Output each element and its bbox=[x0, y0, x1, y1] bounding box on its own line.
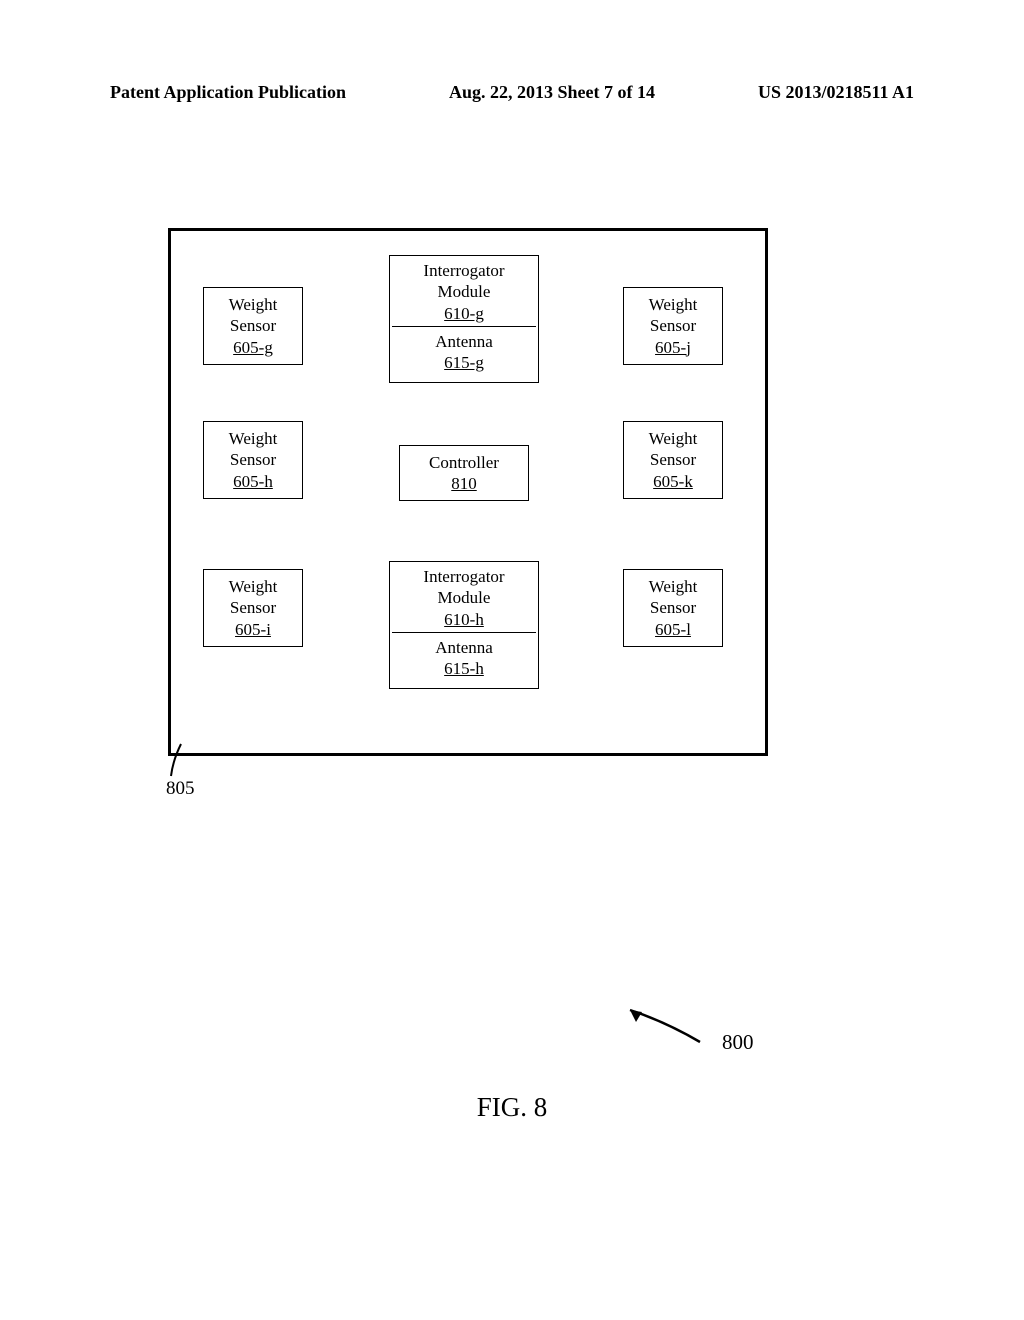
interrogator-module-ref: 610-g bbox=[392, 303, 536, 324]
header-left: Patent Application Publication bbox=[110, 82, 346, 103]
weight-sensor-box-j: WeightSensor 605-j bbox=[623, 287, 723, 365]
antenna-title: Antenna bbox=[392, 331, 536, 352]
header-center: Aug. 22, 2013 Sheet 7 of 14 bbox=[449, 82, 655, 103]
weight-sensor-box-i: WeightSensor 605-i bbox=[203, 569, 303, 647]
antenna-ref: 615-h bbox=[392, 658, 536, 679]
weight-sensor-title: WeightSensor bbox=[628, 576, 718, 619]
weight-sensor-ref: 605-h bbox=[208, 471, 298, 492]
antenna-title: Antenna bbox=[392, 637, 536, 658]
weight-sensor-title: WeightSensor bbox=[628, 294, 718, 337]
divider bbox=[392, 326, 536, 327]
interrogator-module-title: InterrogatorModule bbox=[392, 260, 536, 303]
divider bbox=[392, 632, 536, 633]
interrogator-module-box-bottom: InterrogatorModule 610-h Antenna 615-h bbox=[389, 561, 539, 689]
weight-sensor-title: WeightSensor bbox=[208, 576, 298, 619]
interrogator-module-ref: 610-h bbox=[392, 609, 536, 630]
weight-sensor-ref: 605-l bbox=[628, 619, 718, 640]
weight-sensor-ref: 605-i bbox=[208, 619, 298, 640]
weight-sensor-box-l: WeightSensor 605-l bbox=[623, 569, 723, 647]
interrogator-module-box-top: InterrogatorModule 610-g Antenna 615-g bbox=[389, 255, 539, 383]
weight-sensor-ref: 605-k bbox=[628, 471, 718, 492]
controller-ref: 810 bbox=[404, 473, 524, 494]
antenna-ref: 615-g bbox=[392, 352, 536, 373]
header-right: US 2013/0218511 A1 bbox=[758, 82, 914, 103]
weight-sensor-box-k: WeightSensor 605-k bbox=[623, 421, 723, 499]
weight-sensor-title: WeightSensor bbox=[628, 428, 718, 471]
ref-label-805: 805 bbox=[166, 778, 195, 800]
interrogator-module-title: InterrogatorModule bbox=[392, 566, 536, 609]
weight-sensor-ref: 605-j bbox=[628, 337, 718, 358]
controller-box: Controller 810 bbox=[399, 445, 529, 501]
weight-sensor-box-h: WeightSensor 605-h bbox=[203, 421, 303, 499]
weight-sensor-title: WeightSensor bbox=[208, 428, 298, 471]
diagram-container: WeightSensor 605-g WeightSensor 605-h We… bbox=[168, 228, 768, 756]
page-header: Patent Application Publication Aug. 22, … bbox=[110, 82, 914, 103]
ref-label-800: 800 bbox=[722, 1030, 754, 1055]
figure-caption: FIG. 8 bbox=[0, 1092, 1024, 1123]
weight-sensor-title: WeightSensor bbox=[208, 294, 298, 337]
arrow-800-icon bbox=[618, 1000, 708, 1060]
weight-sensor-box-g: WeightSensor 605-g bbox=[203, 287, 303, 365]
weight-sensor-ref: 605-g bbox=[208, 337, 298, 358]
controller-title: Controller bbox=[404, 452, 524, 473]
